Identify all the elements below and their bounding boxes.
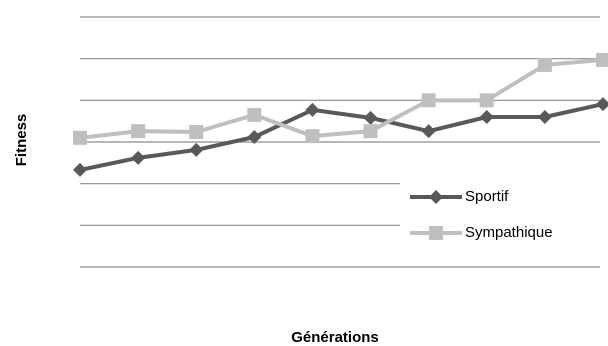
marker — [73, 162, 87, 177]
series-line — [79, 57, 604, 140]
marker — [596, 97, 608, 112]
marker — [73, 130, 87, 145]
grid — [80, 16, 600, 268]
marker — [131, 150, 146, 165]
x-axis-label: Générations — [291, 329, 379, 346]
marker — [363, 124, 378, 139]
marker — [247, 107, 262, 122]
marker — [421, 124, 436, 139]
marker — [131, 124, 146, 139]
legend-label: Sportif — [465, 188, 509, 205]
marker — [429, 226, 443, 240]
marker — [596, 52, 608, 67]
marker — [479, 93, 494, 108]
marker — [247, 130, 262, 144]
plot — [73, 52, 608, 177]
marker — [429, 190, 443, 204]
legend-label: Sympathique — [465, 224, 553, 241]
marker — [421, 93, 436, 108]
marker — [189, 142, 204, 157]
marker — [363, 110, 378, 125]
series-line — [79, 102, 604, 172]
marker — [305, 102, 320, 117]
marker — [479, 110, 494, 124]
legend: Sportif Sympathique — [410, 188, 553, 241]
marker — [189, 125, 204, 139]
y-axis-label: Fitness — [13, 114, 30, 167]
marker — [537, 110, 552, 124]
marker — [305, 129, 320, 144]
marker — [537, 57, 552, 72]
